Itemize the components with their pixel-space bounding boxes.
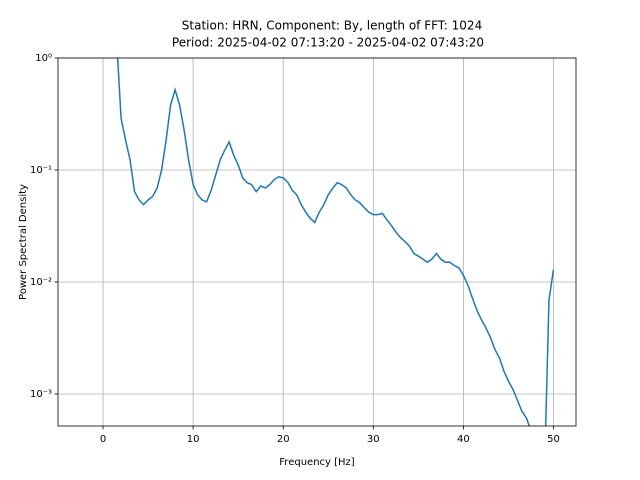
x-axis-label: Frequency [Hz] xyxy=(279,457,355,468)
x-tick-label: 20 xyxy=(277,434,290,445)
x-tick-label: 40 xyxy=(457,434,470,445)
x-tick-label: 0 xyxy=(100,434,106,445)
plot-area xyxy=(116,58,555,426)
axes-frame xyxy=(57,57,577,427)
y-axis-label: Power Spectral Density xyxy=(18,184,29,300)
chart-subtitle: Period: 2025-04-02 07:13:20 - 2025-04-02… xyxy=(172,36,484,50)
x-tick-label: 10 xyxy=(187,434,200,445)
y-tick-label: 10⁻³ xyxy=(30,389,52,400)
y-tick-label: 10⁻¹ xyxy=(30,165,52,176)
x-tick-label: 30 xyxy=(367,434,380,445)
x-tick-label: 50 xyxy=(547,434,560,445)
data-line xyxy=(116,58,555,426)
y-tick-label: 10⁰ xyxy=(35,53,52,64)
y-tick-label: 10⁻² xyxy=(30,277,52,288)
chart-title: Station: HRN, Component: By, length of F… xyxy=(182,19,482,33)
grid xyxy=(58,57,576,426)
